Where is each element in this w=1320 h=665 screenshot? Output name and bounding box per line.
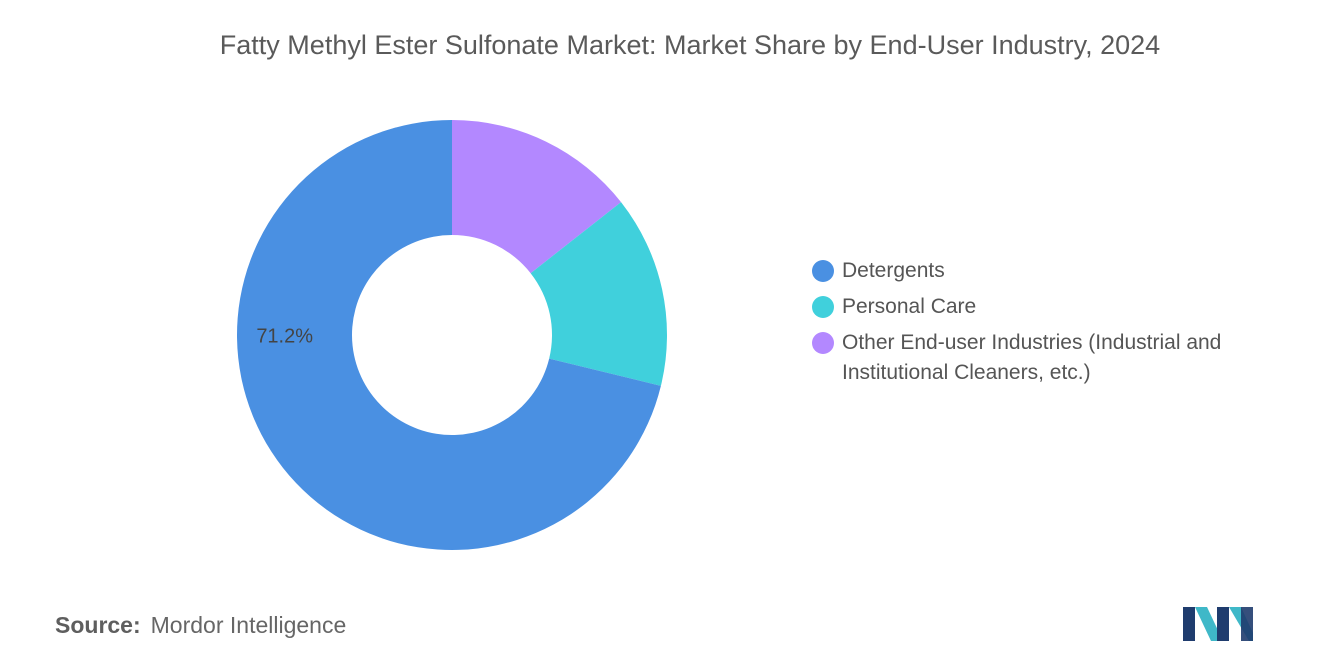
legend-label: Other End-user Industries (Industrial an… bbox=[842, 331, 1222, 384]
slice-personal bbox=[530, 202, 667, 386]
slice-other bbox=[452, 120, 622, 274]
source-value: Mordor Intelligence bbox=[150, 612, 347, 638]
mordor-intelligence-logo-icon bbox=[1183, 607, 1253, 641]
legend-label: Personal Care bbox=[842, 295, 977, 318]
legend-swatch bbox=[812, 260, 834, 282]
legend-label: Detergents bbox=[842, 259, 945, 282]
chart-legend: Detergents Personal Care Other End-user In… bbox=[812, 256, 1282, 394]
legend-item: Detergents bbox=[812, 256, 1282, 286]
source-note: Source: Mordor Intelligence bbox=[55, 612, 346, 639]
legend-item: Other End-user Industries (Industrial an… bbox=[812, 328, 1282, 388]
chart-title: Fatty Methyl Ester Sulfonate Market: Mar… bbox=[219, 30, 1161, 60]
legend-swatch bbox=[812, 332, 834, 354]
legend-item: Personal Care bbox=[812, 292, 1282, 322]
slice-detergents bbox=[236, 120, 661, 550]
source-label: Source: bbox=[55, 612, 141, 638]
legend-swatch bbox=[812, 296, 834, 318]
data-label-detergents: 71.2% bbox=[256, 326, 313, 348]
